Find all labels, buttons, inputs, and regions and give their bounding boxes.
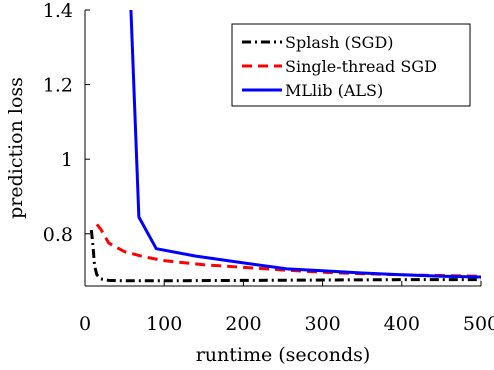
y-axis-label: prediction loss	[5, 77, 27, 219]
series-line-3	[129, 10, 481, 279]
y-tick-label: 1.4	[43, 0, 73, 22]
legend-label: MLlib (ALS)	[285, 81, 383, 100]
x-tick-label: 100	[146, 313, 182, 335]
x-tick-label: 200	[225, 313, 261, 335]
x-axis-label: runtime (seconds)	[196, 344, 371, 366]
legend: Splash (SGD) Single-thread SGD MLlib (ALS)	[231, 23, 471, 107]
x-tick-label: 300	[304, 313, 340, 335]
axes: 0 100 200 300 400 500 0.8 1 1.2 1.4	[43, 0, 494, 335]
plot-area	[89, 10, 481, 283]
legend-label: Splash (SGD)	[285, 33, 394, 52]
y-tick-label: 0.8	[43, 224, 73, 246]
legend-label: Single-thread SGD	[285, 57, 437, 76]
x-tick-label: 400	[384, 313, 420, 335]
y-tick-label: 1.2	[43, 75, 73, 97]
legend-box	[231, 23, 471, 107]
y-tick-label: 1	[61, 149, 73, 171]
series-line-1	[89, 229, 481, 283]
x-tick-label: 0	[79, 313, 91, 335]
x-tick-label: 500	[463, 313, 494, 335]
